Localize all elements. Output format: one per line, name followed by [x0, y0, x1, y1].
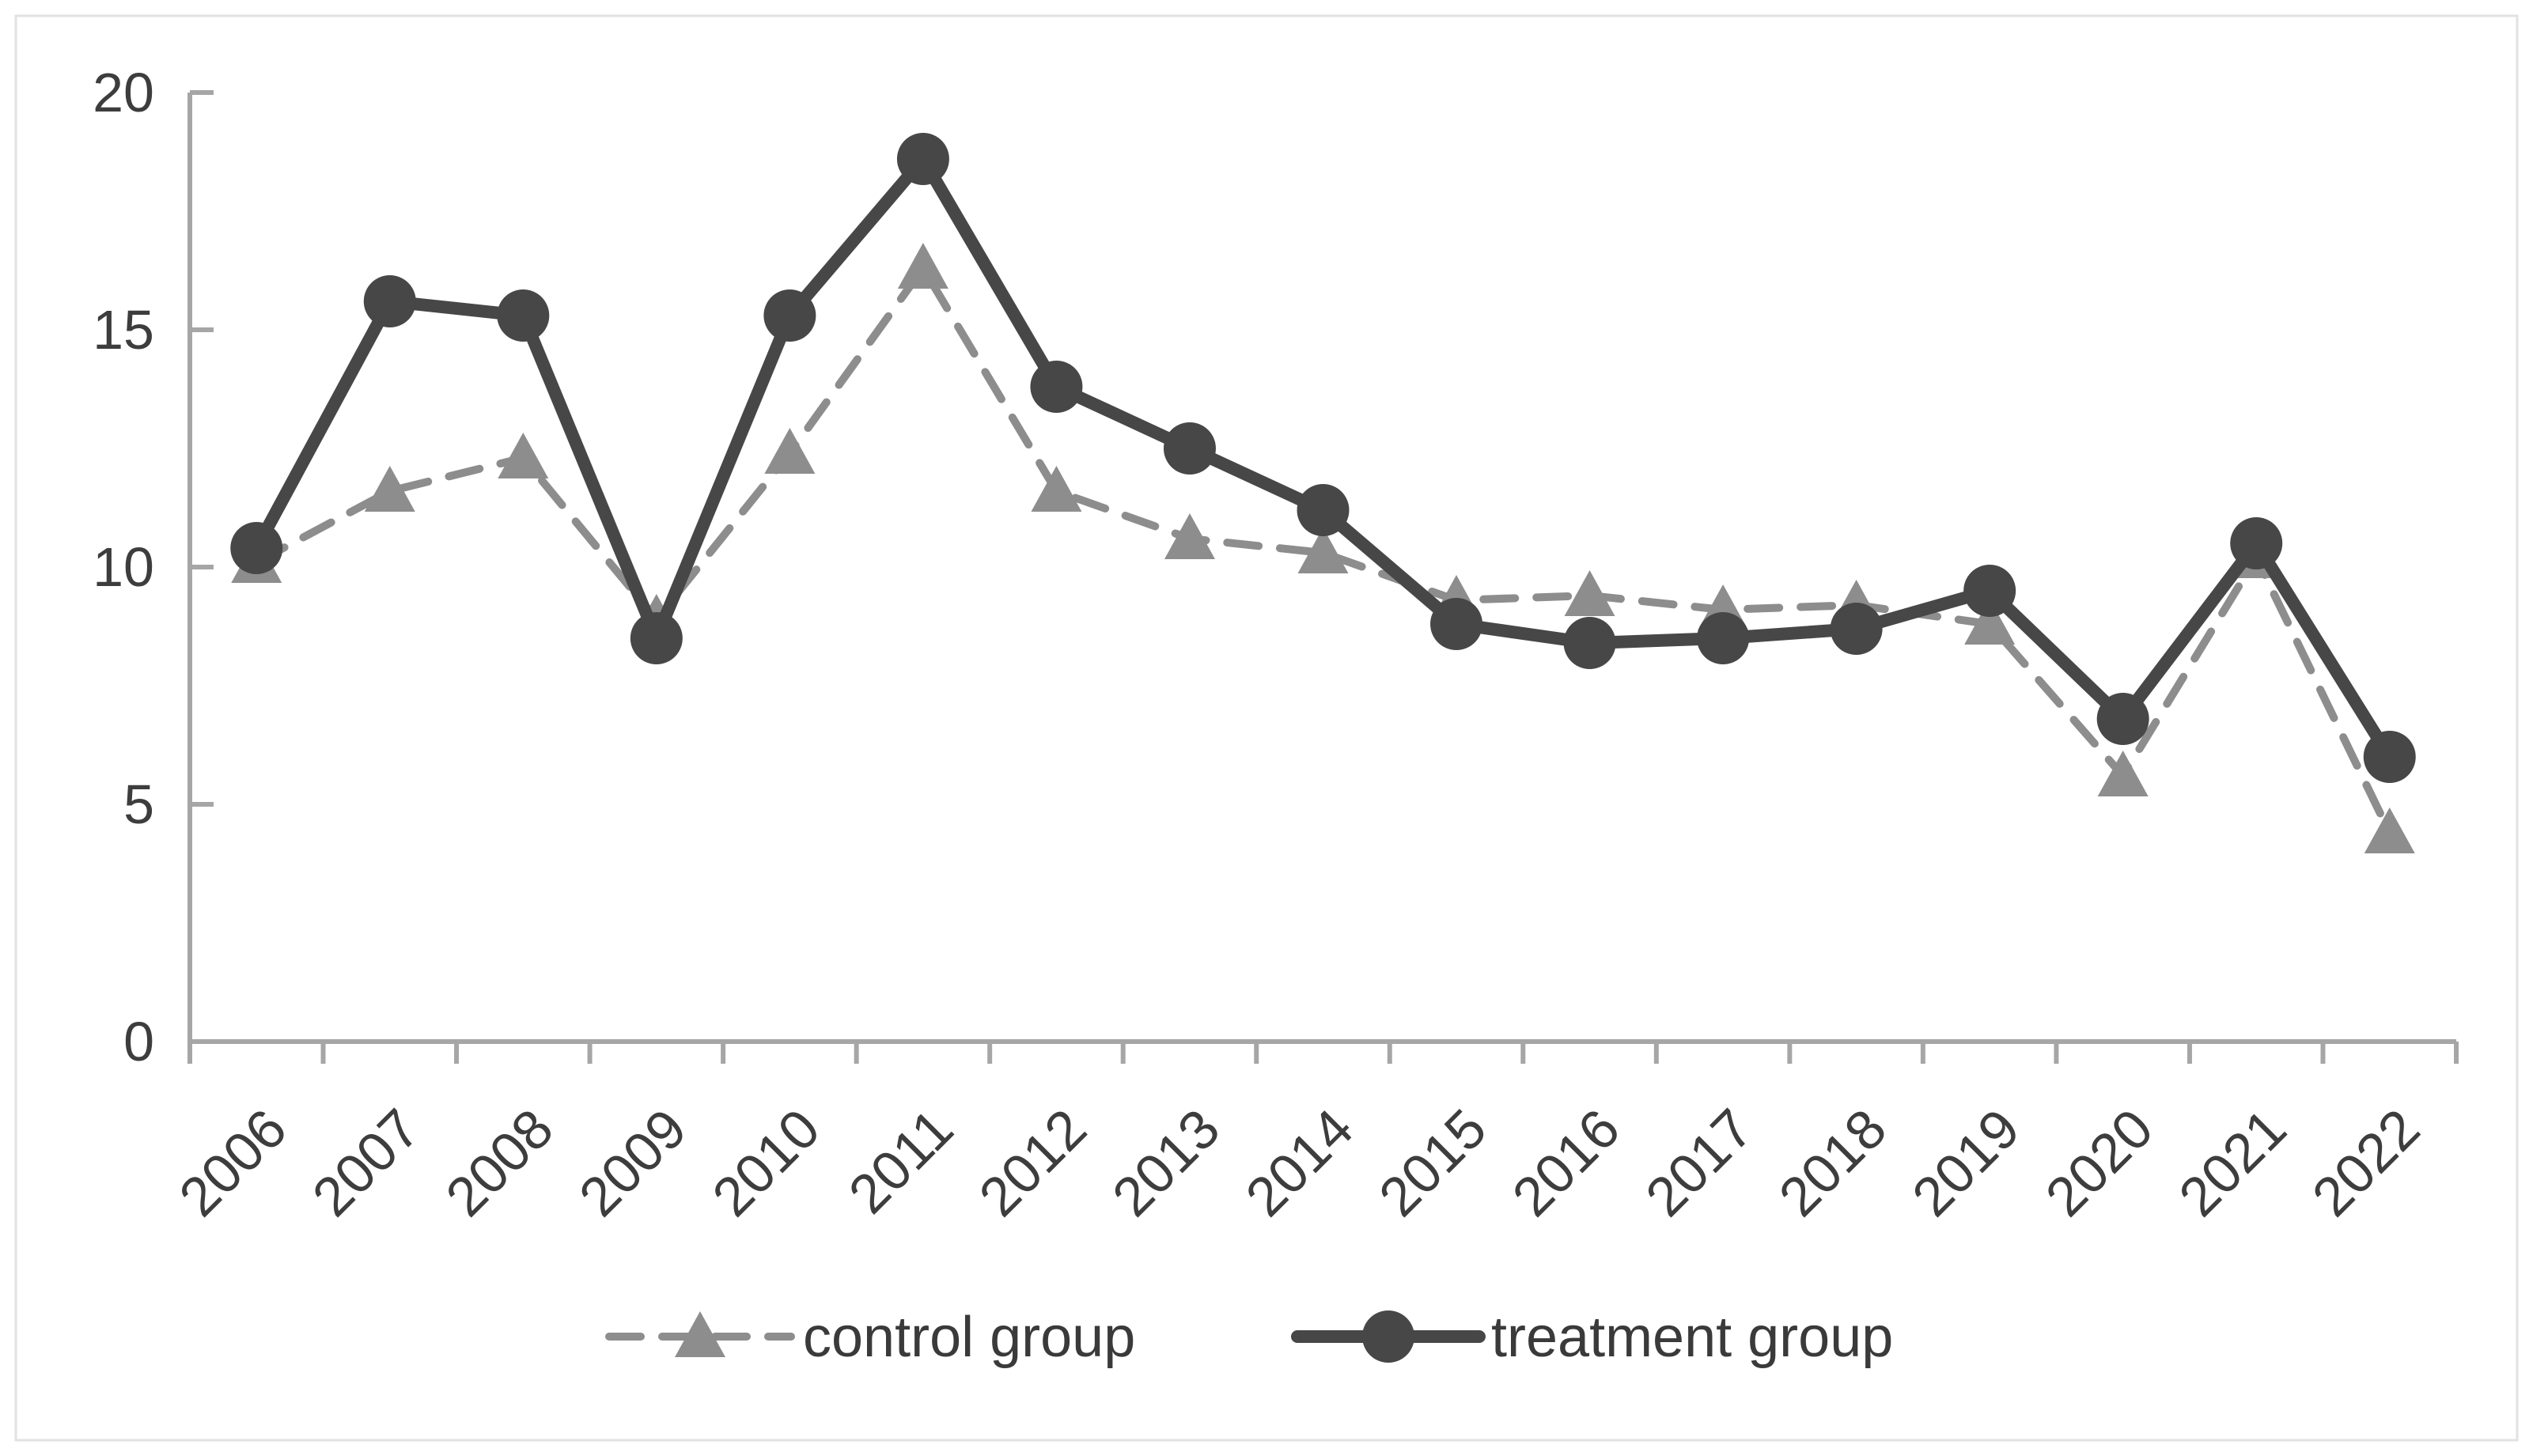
- control-marker-2019: [1964, 599, 2016, 645]
- x-tick-label-2011: 2011: [837, 1097, 965, 1225]
- treatment-marker-2017: [1697, 612, 1750, 664]
- legend-item-control: control group: [605, 1306, 1135, 1369]
- x-tick-label-2013: 2013: [1100, 1097, 1231, 1227]
- x-tick-label-2016: 2016: [1501, 1097, 1631, 1227]
- control-marker-2016: [1564, 570, 1615, 616]
- control-series-line: [252, 264, 2394, 837]
- x-tick-label-2008: 2008: [434, 1097, 565, 1227]
- treatment-marker-2015: [1430, 598, 1483, 650]
- control-marker-2011: [897, 243, 948, 289]
- x-tick-label-2017: 2017: [1634, 1097, 1764, 1227]
- y-tick-label-20: 20: [93, 62, 154, 123]
- x-tick-label-2022: 2022: [2300, 1097, 2431, 1227]
- x-tick-label-2014: 2014: [1234, 1097, 1365, 1227]
- x-tick-label-2021: 2021: [2168, 1097, 2298, 1227]
- y-tick-label-15: 15: [93, 299, 154, 361]
- legend-treatment-label: treatment group: [1491, 1306, 1893, 1369]
- x-tick-label-2010: 2010: [701, 1097, 831, 1227]
- x-tick-label-2007: 2007: [301, 1097, 431, 1227]
- control-marker-2010: [764, 428, 816, 474]
- treatment-marker-2018: [1830, 603, 1883, 655]
- image-border: [14, 14, 2519, 1442]
- treatment-marker-2012: [1030, 361, 1083, 413]
- legend-control-label: control group: [803, 1306, 1135, 1369]
- x-tick-label-2020: 2020: [2034, 1097, 2164, 1227]
- treatment-marker-2020: [2096, 693, 2149, 745]
- treatment-marker-2022: [2363, 731, 2416, 783]
- treatment-marker-2014: [1297, 484, 1350, 536]
- control-marker-2020: [2097, 751, 2149, 796]
- x-tick-label-2019: 2019: [1900, 1097, 2031, 1227]
- control-marker-2013: [1164, 513, 1215, 559]
- treatment-series-line: [250, 153, 2396, 763]
- control-marker-2014: [1297, 528, 1349, 573]
- legend-control-triangle-icon: [675, 1311, 725, 1357]
- treatment-marker-2019: [1963, 565, 2016, 617]
- x-tick-label-2018: 2018: [1767, 1097, 1898, 1227]
- treatment-marker-2013: [1163, 422, 1216, 475]
- control-marker-2022: [2364, 807, 2415, 853]
- treatment-marker-2009: [630, 612, 683, 664]
- y-tick-label-0: 0: [123, 1011, 154, 1072]
- x-tick-label-2012: 2012: [967, 1097, 1098, 1227]
- treatment-marker-2007: [363, 275, 416, 327]
- control-marker-2008: [498, 433, 549, 478]
- treatment-marker-2006: [230, 522, 283, 574]
- legend-treatment-circle-icon: [1362, 1310, 1414, 1363]
- treatment-marker-2010: [763, 289, 816, 342]
- x-tick-label-2015: 2015: [1367, 1097, 1497, 1227]
- y-tick-label-10: 10: [93, 536, 154, 598]
- legend-item-treatment: treatment group: [1291, 1306, 1893, 1369]
- treatment-marker-2016: [1563, 617, 1616, 669]
- treatment-marker-2011: [896, 133, 949, 185]
- treatment-marker-2008: [497, 289, 550, 342]
- x-tick-label-2006: 2006: [168, 1097, 298, 1227]
- y-tick-label-5: 5: [123, 773, 154, 835]
- treatment-marker-2021: [2230, 517, 2283, 569]
- legend: control group treatment group: [605, 1306, 1893, 1369]
- control-marker-2007: [364, 466, 415, 512]
- control-marker-2012: [1031, 466, 1082, 512]
- x-tick-label-2009: 2009: [567, 1097, 698, 1227]
